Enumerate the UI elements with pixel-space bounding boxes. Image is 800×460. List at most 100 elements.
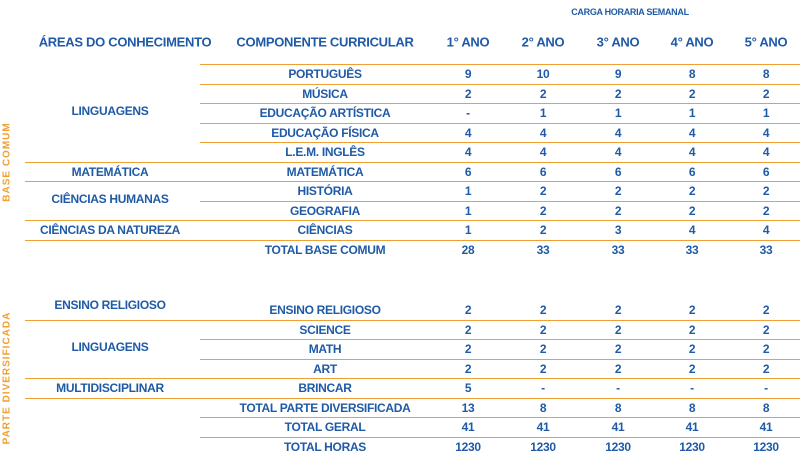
row-rule [200,103,800,104]
total-label: TOTAL PARTE DIVERSIFICADA [239,400,411,415]
hours-value: 6 [762,164,770,179]
row-rule [200,358,800,360]
hours-value: - [541,381,545,395]
hours-value: 2 [762,86,770,101]
total-value: 33 [759,242,773,257]
total-value: 1230 [605,439,631,454]
component-name: BRINCAR [298,381,352,395]
row-rule [200,220,800,221]
hours-value: 10 [536,67,550,81]
hours-value: 2 [614,322,622,337]
hours-value: 4 [762,223,770,237]
hours-value: 1 [464,184,472,198]
total-value: 33 [536,242,550,257]
hours-value: 2 [614,361,622,376]
hours-value: 2 [688,184,696,198]
total-value: 8 [688,400,696,415]
section-label: PARTE DIVERSIFICADA [1,311,13,445]
hours-value: 2 [614,86,622,101]
hours-value: 2 [539,303,547,317]
hours-value: 6 [688,164,696,179]
area-name: LINGUAGENS [71,104,149,118]
hours-value: 1 [688,106,696,120]
hours-value: 2 [539,203,547,218]
hours-value: 2 [464,361,472,376]
hours-value: 2 [614,203,622,218]
total-value: 41 [461,420,475,434]
total-label: TOTAL BASE COMUM [264,242,386,257]
hours-value: 4 [464,125,472,140]
hours-value: 2 [762,361,770,376]
hours-value: 9 [464,67,472,81]
hours-value: 2 [614,342,622,356]
total-value: 33 [611,242,625,257]
total-value: 8 [762,400,770,415]
column-header: ÁREAS DO CONHECIMENTO [38,34,212,50]
row-rule [200,339,800,340]
component-name: ART [313,361,337,376]
hours-value: 4 [614,145,622,159]
hours-value: 2 [688,361,696,376]
hours-value: 1 [464,203,472,218]
hours-value: - [466,106,470,120]
area-name: CIÊNCIAS DA NATUREZA [40,223,180,237]
hours-value: 2 [539,342,547,356]
area-name: MATEMÁTICA [71,164,149,179]
hours-value: 4 [539,125,547,140]
column-header: 1° ANO [446,34,490,50]
row-rule [25,181,200,182]
section-label: BASE COMUM [1,122,13,202]
area-name: MULTIDISCIPLINAR [56,381,164,395]
hours-value: 4 [614,125,622,140]
total-value: 8 [614,400,622,415]
row-rule [200,397,800,399]
row-rule [200,239,800,241]
hours-value: 2 [688,322,696,337]
total-value: 8 [539,400,547,415]
hours-value: 1 [762,106,770,120]
component-name: GEOGRAFIA [290,203,360,218]
hours-value: 8 [688,67,696,81]
row-rule [25,161,200,163]
row-rule [200,417,800,418]
total-value: 1230 [530,439,556,454]
hours-value: 2 [614,303,622,317]
row-rule [200,378,800,379]
hours-value: 6 [614,164,622,179]
row-rule [200,161,800,163]
row-rule [200,181,800,182]
row-rule [200,64,800,65]
component-name: EDUCAÇÃO ARTÍSTICA [259,106,391,120]
column-header: 4° ANO [670,34,714,50]
column-header: 3° ANO [596,34,640,50]
hours-value: 2 [688,303,696,317]
hours-value: 1 [464,223,472,237]
hours-value: 2 [539,86,547,101]
hours-value: 2 [464,342,472,356]
column-header: 5° ANO [744,34,788,50]
component-name: EDUCAÇÃO FÍSICA [271,125,379,140]
hours-value: 6 [464,164,472,179]
area-name: ENSINO RELIGIOSO [54,298,166,312]
hours-value: 4 [688,145,696,159]
total-value: 13 [461,400,475,415]
hours-value: 4 [688,125,696,140]
hours-value: 2 [464,322,472,337]
hours-value: 2 [688,86,696,101]
hours-value: 2 [539,322,547,337]
hours-value: 4 [762,125,770,140]
hours-value: 5 [464,381,472,395]
row-rule [200,436,800,438]
row-rule [200,142,800,143]
row-rule [25,220,200,221]
hours-value: 2 [614,184,622,198]
column-header: 2° ANO [521,34,565,50]
hours-value: 2 [464,303,472,317]
row-rule [25,378,200,379]
hours-value: 2 [539,361,547,376]
hours-value: 2 [464,86,472,101]
row-rule [200,200,800,202]
total-value: 1230 [753,439,779,454]
column-header: COMPONENTE CURRICULAR [236,34,414,50]
hours-value: - [690,381,694,395]
